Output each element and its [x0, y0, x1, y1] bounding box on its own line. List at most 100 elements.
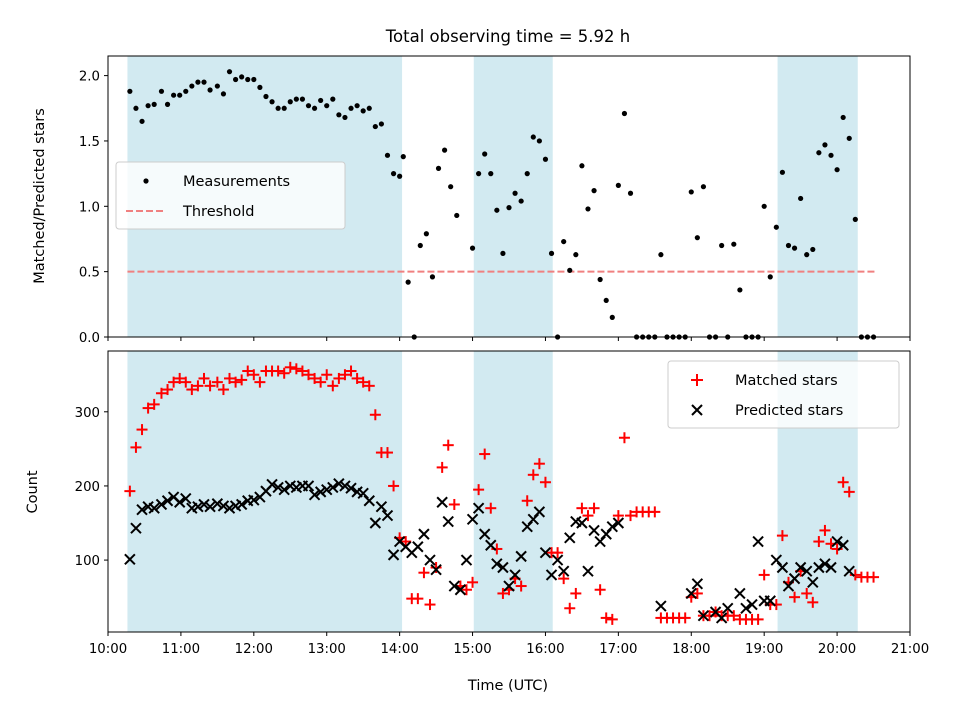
matched-star-point [442, 439, 454, 451]
predicted-star-point [588, 524, 600, 537]
predicted-star-point [557, 565, 570, 577]
measurement-point [731, 241, 737, 247]
matched-star-point [521, 495, 533, 507]
predicted-star-point [369, 517, 382, 529]
measurement-point [189, 83, 195, 89]
measurement-point [822, 142, 828, 148]
predicted-star-point [509, 569, 521, 581]
matched-star-point [843, 486, 855, 498]
measurement-point [263, 93, 269, 100]
top-axis-ticks: 0.0 0.5 1.0 1.5 2.0 [79, 70, 911, 346]
measurement-point [694, 235, 700, 241]
matched-star-point [236, 374, 248, 386]
x-tick-label: 12:00 [235, 642, 273, 657]
matched-star-point [400, 536, 412, 548]
x-tick-label: 16:00 [526, 642, 564, 657]
measurement-point [761, 203, 767, 209]
measurement-point [171, 92, 177, 98]
matched-star-point [351, 372, 363, 384]
predicted-star-point [697, 609, 710, 622]
predicted-star-point [180, 492, 192, 505]
predicted-star-point [418, 528, 430, 540]
measurement-point [354, 103, 360, 109]
matched-star-point [758, 569, 770, 581]
measurement-point [390, 171, 397, 177]
measurement-point [201, 79, 207, 85]
matched-star-point [162, 384, 174, 396]
predicted-star-point [436, 496, 448, 508]
matched-star-point [868, 571, 880, 583]
matched-star-point [497, 587, 509, 599]
measurement-point [816, 150, 822, 156]
measurement-point [133, 105, 139, 111]
measurement-point [220, 91, 227, 97]
predicted-star-point [442, 515, 454, 528]
x-tick-label: 18:00 [672, 642, 710, 657]
measurement-point [810, 246, 816, 253]
predicted-star-point [551, 554, 564, 566]
predicted-star-point [837, 539, 849, 551]
measurement-point [518, 198, 524, 204]
measurement-point [330, 96, 336, 102]
matched-star-point [533, 458, 545, 470]
measurement-point [151, 101, 157, 107]
predicted-star-point [198, 498, 210, 511]
matched-star-point [612, 510, 624, 522]
predicted-star-point [819, 558, 831, 570]
bottom-legend: Matched stars Predicted stars [667, 360, 900, 429]
matched-star-point [333, 372, 345, 384]
matched-star-point [618, 432, 630, 444]
matched-star-point [278, 367, 290, 379]
measurement-point [342, 114, 348, 121]
predicted-star-point [333, 478, 345, 490]
predicted-star-point [472, 502, 485, 514]
bottom-axes-frame [107, 350, 911, 633]
matched-star-point [168, 376, 180, 388]
measurement-point [548, 250, 555, 256]
measurement-point [585, 206, 591, 212]
measurement-point [561, 238, 567, 245]
matched-star-point [345, 365, 357, 377]
predicted-star-point [466, 513, 479, 526]
predicted-star-point [363, 495, 375, 507]
measurement-point [441, 147, 448, 153]
measurement-point [435, 165, 442, 171]
matched-star-point [515, 580, 527, 592]
matched-star-point [582, 510, 594, 522]
predicted-star-point [148, 502, 160, 514]
measurement-point [798, 195, 804, 202]
matched-star-point [284, 361, 296, 373]
measurement-point [366, 105, 372, 111]
predicted-star-point [685, 587, 697, 600]
measurement-point [145, 103, 151, 109]
predicted-star-point [576, 517, 588, 529]
matched-star-point [606, 613, 618, 625]
shaded-interval [473, 351, 553, 632]
measurement-point [621, 110, 628, 117]
measurement-point [269, 99, 275, 105]
legend-predicted-marker [691, 404, 703, 416]
predicted-star-point [375, 500, 388, 513]
measurement-point [336, 112, 342, 118]
predicted-star-point [582, 565, 594, 577]
x-tick-label: 10:00 [89, 642, 127, 657]
measurement-point [482, 151, 488, 157]
measurement-point [785, 242, 792, 249]
measurement-point [397, 173, 403, 179]
predicted-star-point [161, 495, 174, 507]
top-axes-frame [107, 55, 911, 338]
predicted-star-point [173, 496, 186, 508]
chart-title: Total observing time = 5.92 h [385, 27, 630, 46]
measurement-point [293, 96, 299, 102]
predicted-star-point [752, 535, 764, 548]
measurement-point [494, 207, 500, 213]
measurement-point [405, 279, 411, 285]
measurement-point [791, 245, 798, 251]
measurement-point [469, 245, 476, 251]
matched-star-point [211, 376, 223, 388]
predicted-star-point [691, 578, 704, 590]
matched-star-point [186, 384, 198, 396]
matched-star-point [819, 524, 831, 536]
predicted-star-point [155, 498, 168, 511]
matched-star-point [691, 587, 703, 599]
